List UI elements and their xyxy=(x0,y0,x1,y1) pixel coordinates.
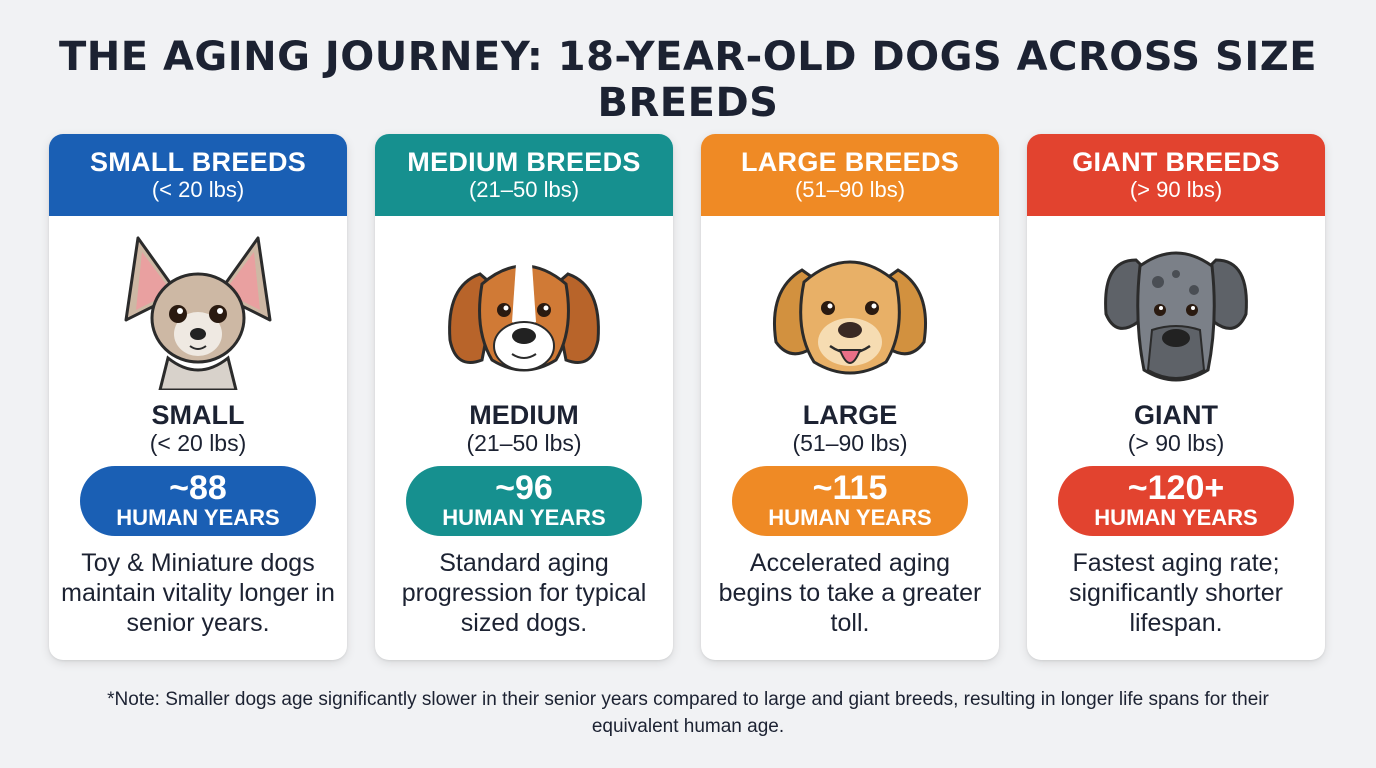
card-large-breeds: LARGE BREEDS (51–90 lbs) xyxy=(701,134,999,660)
size-name: SMALL xyxy=(151,400,245,430)
size-name: GIANT xyxy=(1134,400,1218,430)
card-medium-breeds: MEDIUM BREEDS (21–50 lbs) xyxy=(375,134,673,660)
card-header: MEDIUM BREEDS (21–50 lbs) xyxy=(375,134,673,216)
card-header-range: (< 20 lbs) xyxy=(151,177,245,202)
card-header-name: GIANT BREEDS xyxy=(1072,147,1280,177)
breed-description: Fastest aging rate; significantly shorte… xyxy=(1069,549,1283,637)
card-header-range: (> 90 lbs) xyxy=(1129,177,1223,202)
size-range: (21–50 lbs) xyxy=(466,430,582,456)
footnote: *Note: Smaller dogs age significantly sl… xyxy=(107,689,1269,737)
human-years-label: HUMAN YEARS xyxy=(1094,505,1258,530)
beagle-icon xyxy=(448,264,600,372)
card-giant-breeds: GIANT BREEDS (> 90 lbs) xyxy=(1027,134,1325,660)
human-years-label: HUMAN YEARS xyxy=(442,505,606,530)
human-years-label: HUMAN YEARS xyxy=(116,505,280,530)
human-years-badge: ~115 HUMAN YEARS xyxy=(732,466,968,536)
card-header-name: LARGE BREEDS xyxy=(740,147,960,177)
human-years-value: ~115 xyxy=(812,469,888,507)
human-years-value: ~88 xyxy=(169,469,227,507)
page-title: THE AGING JOURNEY: 18-YEAR-OLD DOGS ACRO… xyxy=(58,34,1318,126)
card-header-name: MEDIUM BREEDS xyxy=(407,147,641,177)
breed-description: Accelerated aging begins to take a great… xyxy=(718,549,982,637)
size-range: (51–90 lbs) xyxy=(792,430,908,456)
great-dane-icon xyxy=(1104,251,1248,382)
breed-description: Standard aging progression for typical s… xyxy=(401,549,647,637)
card-header-range: (21–50 lbs) xyxy=(468,177,580,202)
human-years-badge: ~120+ HUMAN YEARS xyxy=(1058,466,1294,536)
size-name: LARGE xyxy=(802,400,898,430)
human-years-badge: ~88 HUMAN YEARS xyxy=(80,466,316,536)
chihuahua-icon xyxy=(124,236,272,390)
breed-cards: SMALL BREEDS (< 20 lbs) xyxy=(49,134,1325,660)
human-years-badge: ~96 HUMAN YEARS xyxy=(406,466,642,536)
size-range: (< 20 lbs) xyxy=(149,430,247,456)
size-range: (> 90 lbs) xyxy=(1127,430,1225,456)
card-header: LARGE BREEDS (51–90 lbs) xyxy=(701,134,999,216)
card-small-breeds: SMALL BREEDS (< 20 lbs) xyxy=(49,134,347,660)
size-name: MEDIUM xyxy=(469,400,579,430)
card-header-range: (51–90 lbs) xyxy=(794,177,906,202)
human-years-value: ~120+ xyxy=(1127,469,1225,507)
human-years-value: ~96 xyxy=(495,469,553,507)
breed-description: Toy & Miniature dogs maintain vitality l… xyxy=(61,549,335,637)
human-years-label: HUMAN YEARS xyxy=(768,505,932,530)
card-header: SMALL BREEDS (< 20 lbs) xyxy=(49,134,347,216)
card-header-name: SMALL BREEDS xyxy=(89,147,307,177)
card-header: GIANT BREEDS (> 90 lbs) xyxy=(1027,134,1325,216)
golden-retriever-icon xyxy=(772,260,928,375)
